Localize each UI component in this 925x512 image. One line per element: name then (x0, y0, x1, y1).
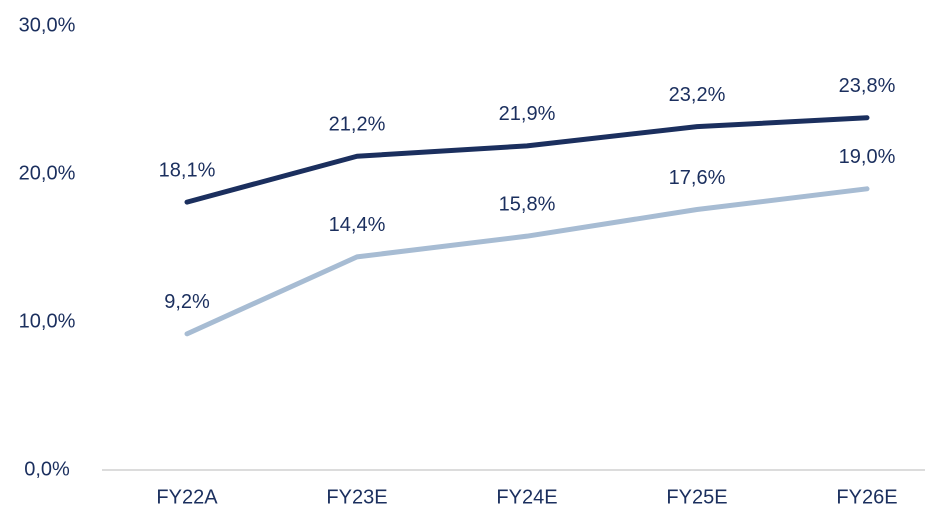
series-line (184, 115, 870, 205)
x-tick-label: FY25E (666, 486, 727, 508)
y-tick-label: 20,0% (19, 162, 76, 184)
y-tick-label: 30,0% (19, 14, 76, 36)
data-label: 23,8% (839, 75, 896, 97)
data-label: 14,4% (329, 214, 386, 236)
data-label: 23,2% (669, 84, 726, 106)
data-label: 21,2% (329, 114, 386, 136)
data-label: 9,2% (164, 291, 210, 313)
x-tick-label: FY23E (326, 486, 387, 508)
series-line (184, 186, 870, 337)
data-label: 17,6% (669, 167, 726, 189)
x-tick-label: FY22A (156, 486, 218, 508)
y-tick-label: 0,0% (24, 458, 70, 480)
data-label: 21,9% (499, 103, 556, 125)
y-tick-label: 10,0% (19, 310, 76, 332)
x-tick-label: FY24E (496, 486, 557, 508)
x-tick-label: FY26E (836, 486, 897, 508)
data-label: 19,0% (839, 146, 896, 168)
data-label: 18,1% (159, 159, 216, 181)
data-label: 15,8% (499, 193, 556, 215)
